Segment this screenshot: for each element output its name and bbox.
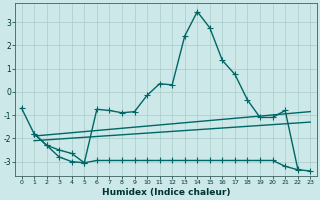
X-axis label: Humidex (Indice chaleur): Humidex (Indice chaleur) [102, 188, 230, 197]
